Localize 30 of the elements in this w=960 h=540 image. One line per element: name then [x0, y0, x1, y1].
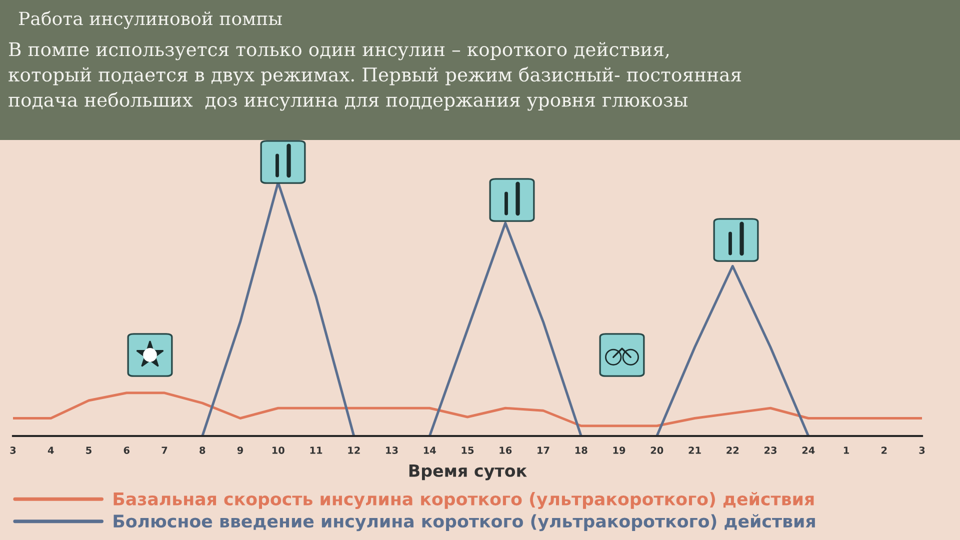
text: В помпе используется только один инсулин – короткого действия, который подается в двух режимах. Первый режим базисный- постоянная подача небольших доз инсулина для поддержания уровня глюкозы: [8, 42, 742, 111]
x-tick-label: 23: [764, 446, 776, 454]
x-tick-label: 3: [919, 446, 925, 454]
x-tick-label: 5: [86, 446, 92, 454]
x-tick-label: 2: [882, 446, 887, 454]
x-tick-label: 22: [726, 446, 739, 454]
x-tick-label: 20: [650, 446, 664, 454]
x-tick-label: 13: [386, 446, 398, 454]
x-tick-label: 11: [310, 446, 322, 454]
x-tick-label: 19: [613, 446, 626, 454]
x-tick-label: 8: [200, 446, 206, 454]
x-tick-label: 17: [538, 446, 550, 454]
x-tick-label: 4: [48, 446, 54, 454]
text: Базальная скорость инсулина короткого (ультракороткого) действия: [114, 492, 814, 509]
x-tick-label: 24: [802, 446, 815, 454]
x-tick-label: 15: [462, 446, 474, 454]
x-tick-label: 14: [424, 446, 436, 454]
x-tick-label: 21: [688, 446, 701, 454]
x-tick-label: 10: [272, 446, 284, 454]
x-tick-label: 12: [348, 446, 360, 454]
text: Болюсное введение инсулина короткого (ультракороткого) действия: [114, 514, 815, 532]
x-tick-label: 6: [124, 446, 130, 454]
x-tick-label: 1: [844, 446, 849, 454]
x-tick-label: 18: [575, 446, 588, 454]
x-axis-title: Время суток: [409, 464, 527, 480]
x-tick-label: 7: [162, 446, 168, 454]
x-tick-label: 3: [10, 446, 16, 454]
x-tick-label: 16: [500, 446, 512, 454]
x-tick-label: 9: [237, 446, 244, 454]
chart-title: Работа инсулиновой помпы: [18, 10, 282, 30]
